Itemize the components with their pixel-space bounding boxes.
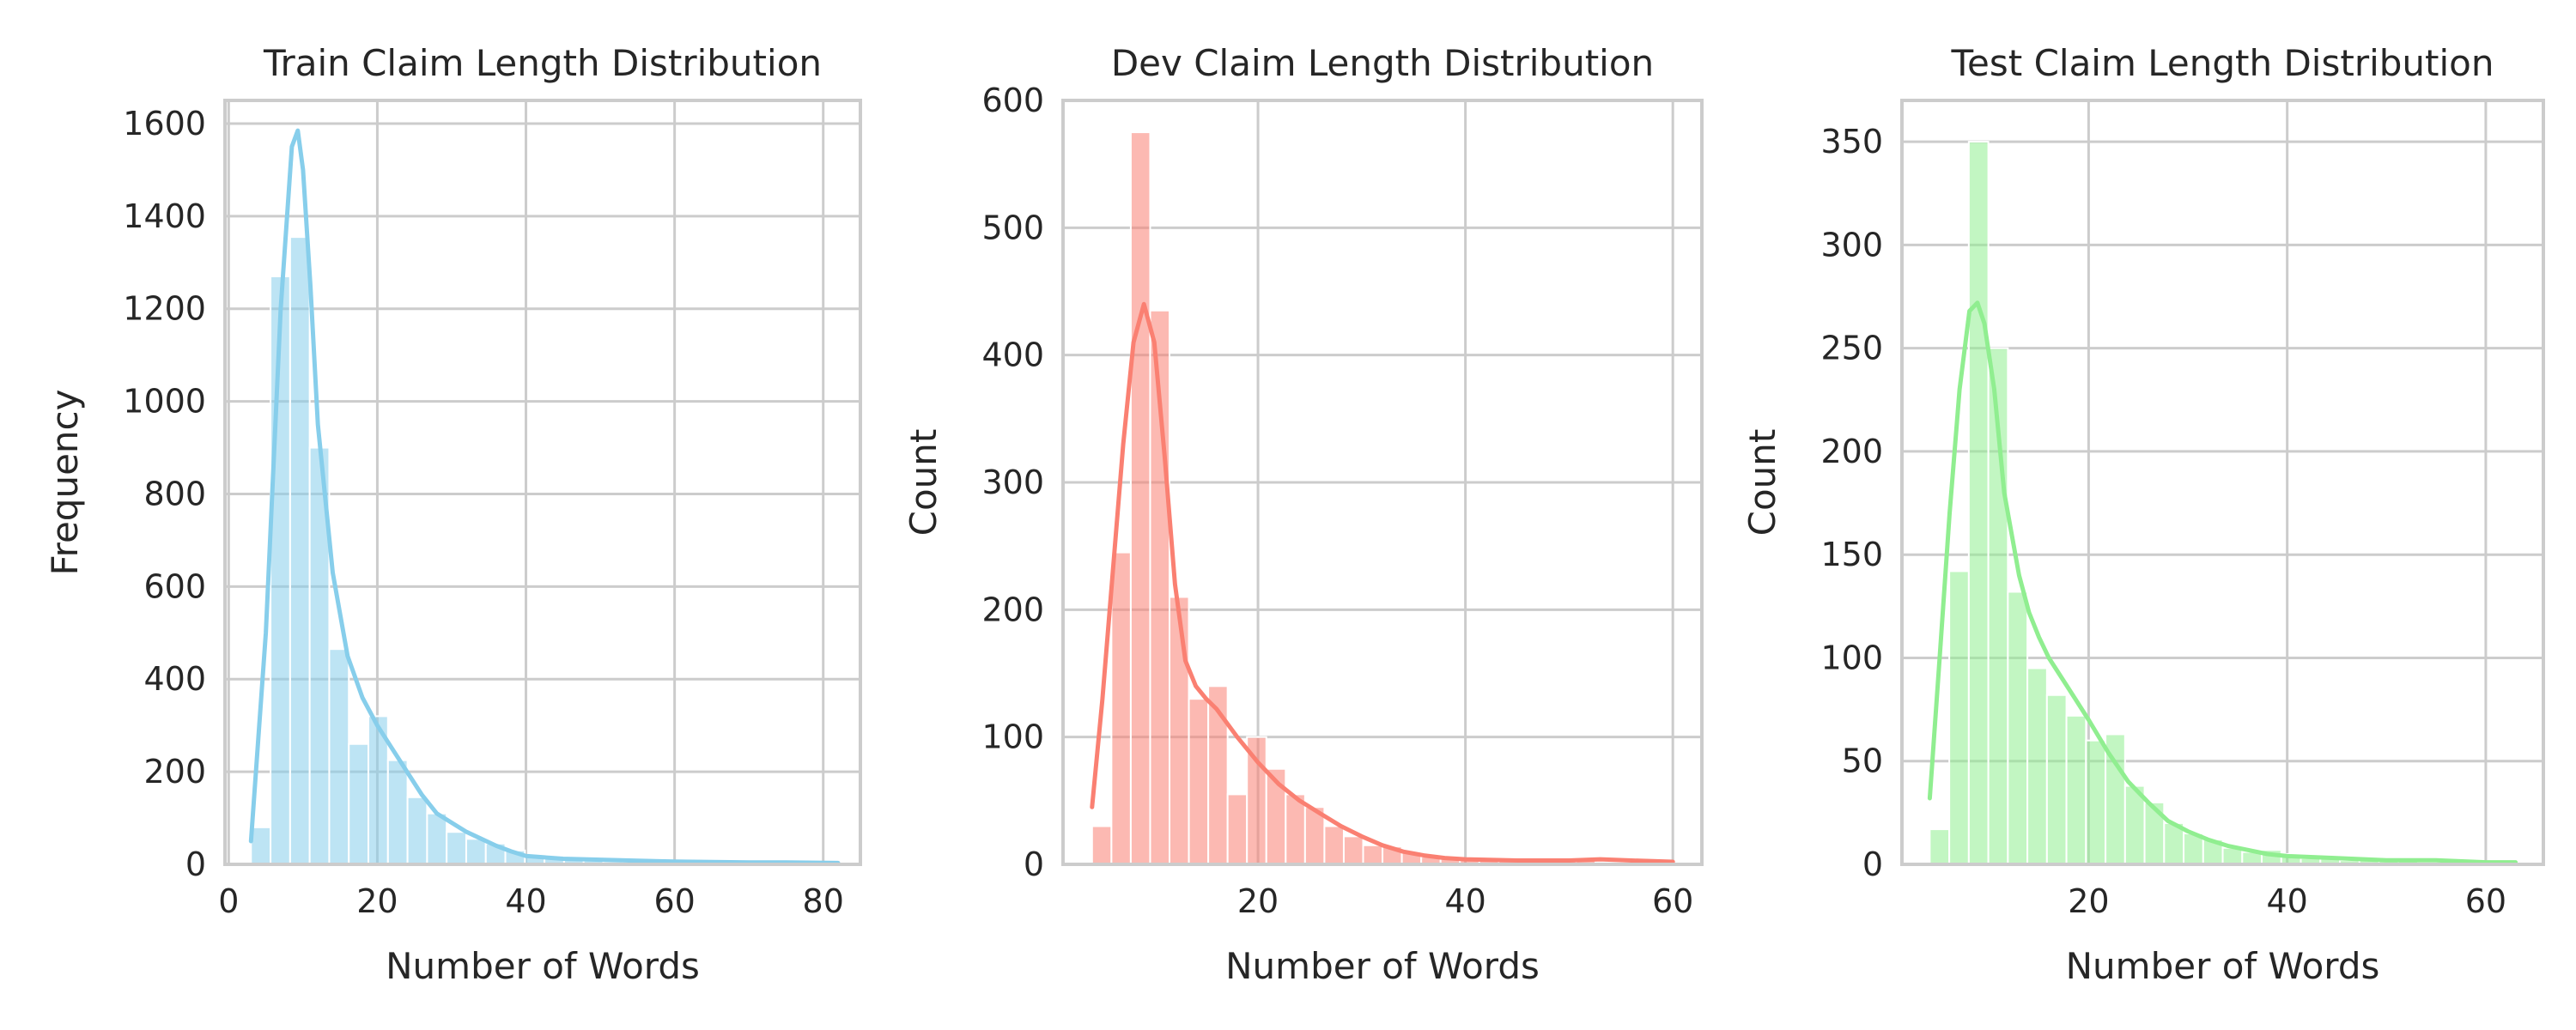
histogram-bar — [2026, 667, 2048, 866]
chart-panel-1: 0 100 200 300 400 500 600 20 40 60 Dev Claim Lengt… — [902, 42, 1704, 987]
x-tick-label: 60 — [1652, 882, 1693, 920]
y-tick-label: 150 — [1820, 536, 1883, 573]
y-axis-label: Count — [1741, 429, 1783, 536]
histogram-bar — [1226, 793, 1249, 866]
y-tick-label: 600 — [143, 567, 206, 605]
histogram-bar — [289, 236, 311, 865]
histogram-bar — [1285, 793, 1306, 866]
x-axis-label: Number of Words — [386, 945, 700, 987]
chart-title: Train Claim Length Distribution — [263, 42, 822, 84]
y-tick-label: 1000 — [123, 383, 206, 421]
y-axis-label: Frequency — [44, 390, 86, 576]
histogram-bar — [465, 838, 487, 865]
plot-frame — [1061, 99, 1704, 866]
y-tick-label: 500 — [981, 209, 1044, 246]
histogram-bar — [2045, 694, 2068, 866]
y-tick-label: 350 — [1820, 123, 1883, 161]
y-tick-label: 200 — [1820, 433, 1883, 470]
histogram-bar — [406, 796, 428, 866]
kde-line — [1927, 300, 2518, 865]
y-tick-label: 600 — [981, 82, 1044, 119]
y-tick-label: 100 — [981, 718, 1044, 756]
y-tick-label: 1200 — [123, 290, 206, 328]
histogram-bar — [1948, 570, 1970, 865]
kde-line — [248, 128, 841, 865]
kde-line — [1090, 301, 1675, 864]
histogram-bar — [2007, 591, 2029, 866]
chart-title: Test Claim Length Distribution — [1951, 42, 2494, 84]
y-tick-label: 250 — [1820, 330, 1883, 367]
y-tick-label: 200 — [143, 753, 206, 791]
y-tick-label: 50 — [1842, 742, 1883, 780]
x-tick-label: 20 — [356, 882, 398, 920]
y-tick-label: 200 — [981, 591, 1044, 628]
x-tick-label: 0 — [218, 882, 239, 920]
histogram-bar — [328, 648, 350, 865]
histogram-bar — [1342, 835, 1364, 865]
chart-panel-2: 0 50 100 150 200 250 300 350 20 40 60 Test Claim Le… — [1741, 42, 2545, 987]
histogram-bar — [1323, 825, 1345, 865]
y-tick-label: 1600 — [123, 105, 206, 142]
x-tick-label: 80 — [803, 882, 844, 920]
histogram-bar — [1967, 141, 1990, 866]
x-axis-label: Number of Words — [1225, 945, 1540, 987]
x-tick-label: 20 — [1237, 882, 1279, 920]
y-tick-label: 300 — [981, 464, 1044, 501]
x-tick-label: 40 — [2266, 882, 2307, 920]
x-tick-label: 40 — [505, 882, 546, 920]
histogram-bar — [1246, 736, 1267, 866]
histogram-bar — [1169, 596, 1190, 865]
y-tick-label: 400 — [981, 336, 1044, 374]
y-tick-label: 1400 — [123, 197, 206, 235]
chart-title: Dev Claim Length Distribution — [1111, 42, 1654, 84]
y-tick-label: 0 — [185, 845, 206, 883]
histogram-bar — [386, 759, 409, 865]
histogram-bar — [1110, 551, 1132, 865]
histogram-bar — [1091, 825, 1113, 865]
y-tick-label: 100 — [1820, 639, 1883, 676]
histogram-bar — [426, 812, 448, 866]
y-tick-label: 400 — [143, 660, 206, 698]
histogram-bar — [1929, 828, 1951, 865]
histogram-bar — [2085, 739, 2107, 865]
histogram-bar — [270, 275, 291, 865]
y-tick-label: 800 — [143, 475, 206, 512]
x-axis-label: Number of Words — [2066, 945, 2380, 987]
x-tick-label: 20 — [2068, 882, 2109, 920]
y-tick-label: 0 — [1024, 845, 1044, 883]
histogram-bar — [1362, 844, 1384, 865]
histogram-bar — [1129, 131, 1151, 866]
plot-frame — [1900, 99, 2545, 866]
x-tick-label: 60 — [2465, 882, 2506, 920]
histogram-bar — [348, 742, 370, 865]
y-axis-label: Count — [902, 429, 945, 536]
histogram-bar — [2065, 714, 2087, 865]
y-tick-label: 0 — [1862, 845, 1883, 883]
histogram-bar — [250, 826, 272, 866]
chart-panel-0: 0 200 400 600 800 1000 1200 1400 1600 0 20 40 60 80 Tr… — [44, 42, 862, 987]
histogram-bar — [1188, 698, 1210, 866]
plot-frame — [223, 99, 862, 866]
x-tick-label: 40 — [1444, 882, 1485, 920]
x-tick-label: 60 — [653, 882, 695, 920]
histogram-bar — [446, 831, 467, 866]
y-tick-label: 300 — [1820, 226, 1883, 264]
